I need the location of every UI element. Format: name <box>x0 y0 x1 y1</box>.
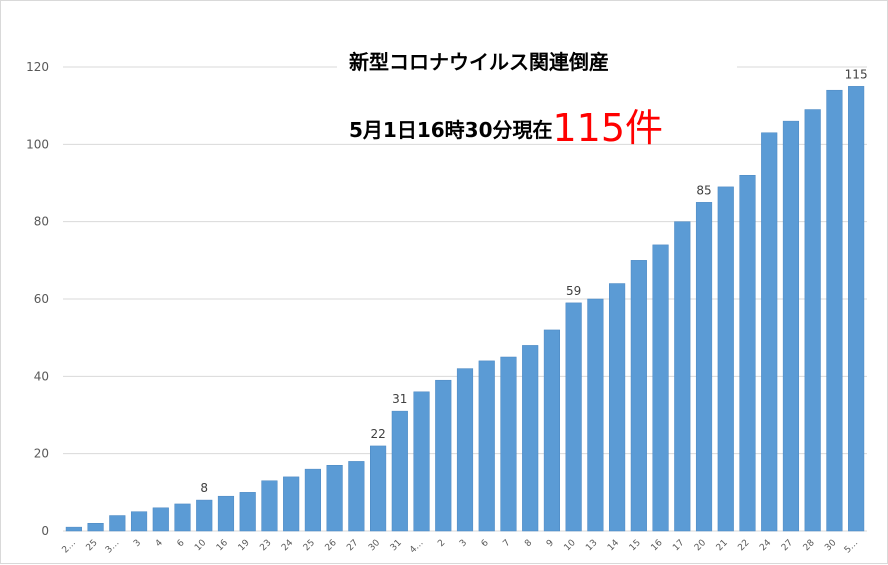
x-tick-label: 31 <box>389 538 404 553</box>
x-tick-label: 20 <box>693 538 708 553</box>
x-tick-label: 13 <box>584 538 599 553</box>
bar <box>152 507 169 532</box>
bar <box>674 221 691 532</box>
bar <box>761 132 778 532</box>
x-tick-label: 3 <box>458 538 469 549</box>
x-tick-label: 16 <box>215 538 230 553</box>
bar <box>522 345 539 532</box>
bar <box>130 511 148 532</box>
bar <box>196 499 213 532</box>
bar <box>804 109 821 532</box>
bar <box>609 283 626 532</box>
x-tick-label: 5… <box>843 538 860 555</box>
x-tick-label: 17 <box>671 538 686 553</box>
bar <box>174 503 191 532</box>
x-axis-ticks: 2… 25 3… 3 4 6 10 16 19 23 24 25 26 27 30 31 4… 2 3 6 7 8 9 10 1… <box>60 538 860 556</box>
x-tick-label: 10 <box>563 538 578 553</box>
bar <box>217 495 235 532</box>
data-label: 31 <box>392 392 407 406</box>
data-label: 115 <box>845 67 868 81</box>
subtitle-date: 5月1日16時30分現在 <box>349 118 553 142</box>
x-tick-label: 24 <box>758 538 773 553</box>
bar <box>413 391 430 532</box>
y-tick-label: 100 <box>26 137 49 151</box>
bar <box>782 120 800 532</box>
x-tick-label: 24 <box>280 538 295 553</box>
data-label: 85 <box>696 183 711 197</box>
x-tick-label: 3… <box>104 538 121 555</box>
x-tick-label: 6 <box>176 538 187 549</box>
y-tick-label: 0 <box>41 524 49 538</box>
x-tick-label: 4… <box>408 538 425 555</box>
bar <box>717 186 734 532</box>
bar <box>304 468 321 532</box>
y-axis-ticks: 0 20 40 60 80 100 120 <box>26 60 49 538</box>
x-tick-label: 27 <box>345 538 360 553</box>
bar <box>543 329 560 532</box>
x-tick-label: 2 <box>436 538 447 549</box>
x-tick-label: 25 <box>302 538 317 553</box>
bar <box>109 515 126 532</box>
data-label: 22 <box>370 427 385 441</box>
x-tick-label: 27 <box>780 538 795 553</box>
x-tick-label: 16 <box>650 538 665 553</box>
x-tick-label: 26 <box>324 538 339 553</box>
bar <box>348 461 365 532</box>
bars <box>65 86 865 532</box>
bar <box>87 523 104 532</box>
x-tick-label: 28 <box>802 538 817 553</box>
x-tick-label: 7 <box>501 538 512 549</box>
bar <box>370 445 387 532</box>
bar <box>261 480 278 532</box>
y-tick-label: 80 <box>34 215 49 229</box>
x-tick-label: 22 <box>736 538 751 553</box>
x-tick-label: 9 <box>545 538 556 549</box>
data-labels: 8 22 31 59 85 115 <box>200 67 867 495</box>
bar <box>652 244 669 532</box>
y-tick-label: 60 <box>34 292 49 306</box>
bar <box>239 492 256 532</box>
bar <box>739 175 756 532</box>
total-count: 115件 <box>552 106 664 150</box>
bar <box>848 86 865 532</box>
y-tick-label: 20 <box>34 447 49 461</box>
x-tick-label: 8 <box>523 538 534 549</box>
bar <box>478 360 495 532</box>
bar <box>456 368 474 532</box>
x-tick-label: 3 <box>132 538 143 549</box>
chart-title-box: 新型コロナウイルス関連倒産 5月1日16時30分現在115件 <box>337 41 737 150</box>
y-tick-label: 120 <box>26 60 49 74</box>
x-tick-label: 30 <box>367 538 382 553</box>
chart-title: 新型コロナウイルス関連倒産 <box>349 50 609 74</box>
y-tick-label: 40 <box>34 369 49 383</box>
bar <box>565 302 582 532</box>
bar <box>65 526 82 532</box>
x-tick-label: 6 <box>480 538 491 549</box>
bar <box>500 356 517 532</box>
x-tick-label: 15 <box>628 538 643 553</box>
bar <box>391 410 408 532</box>
chart-subtitle: 5月1日16時30分現在115件 <box>349 93 664 150</box>
x-tick-label: 10 <box>193 538 208 553</box>
bar <box>435 379 452 532</box>
bar <box>826 89 843 532</box>
x-tick-label: 25 <box>85 538 100 553</box>
x-tick-label: 23 <box>258 538 273 553</box>
bar <box>283 476 300 532</box>
x-tick-label: 30 <box>823 538 838 553</box>
bar <box>326 465 343 532</box>
data-label: 59 <box>566 284 581 298</box>
bar <box>587 298 604 532</box>
x-tick-label: 4 <box>154 538 165 549</box>
x-tick-label: 2… <box>60 538 77 555</box>
bar <box>695 202 713 532</box>
x-tick-label: 19 <box>237 538 252 553</box>
x-tick-label: 14 <box>606 538 621 553</box>
bar <box>630 260 647 532</box>
data-label: 8 <box>200 481 208 495</box>
x-tick-label: 21 <box>715 538 730 553</box>
